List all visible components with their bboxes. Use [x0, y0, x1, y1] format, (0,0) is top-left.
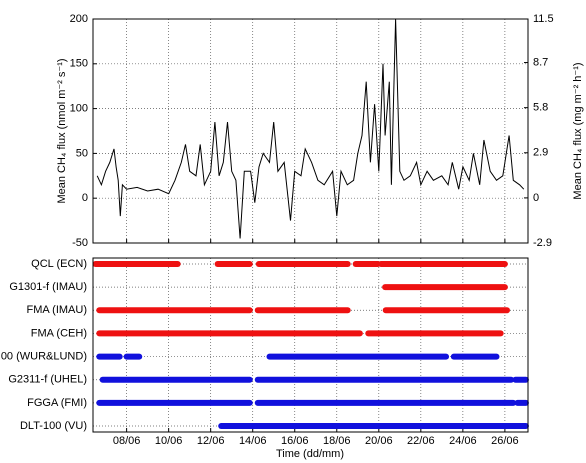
row-label: G2311-f (UHEL): [8, 374, 87, 386]
x-tick-label: 20/06: [365, 435, 393, 447]
x-tick-label: 16/06: [281, 435, 309, 447]
x-tick-label: 24/06: [449, 435, 477, 447]
row-label: FMA (IMAU): [27, 304, 88, 316]
x-tick-label: 14/06: [239, 435, 267, 447]
y2-tick-label: 5.8: [533, 102, 548, 114]
y-tick-label: 200: [70, 13, 88, 25]
y2-tick-label: 11.5: [533, 13, 554, 25]
y2-tick-label: 8.7: [533, 56, 548, 68]
y2-tick-label: 0: [533, 192, 539, 204]
plot-frame: [92, 18, 529, 244]
x-tick-label: 10/06: [155, 435, 183, 447]
y-tick-label: 100: [70, 103, 88, 115]
x-axis-label: Time (dd/mm): [276, 448, 344, 460]
row-label: FGGA (FMI): [27, 397, 87, 409]
row-label: FMA (CEH): [31, 327, 87, 339]
row-label: QCL (ECN): [31, 258, 87, 270]
row-label: G1301-f (IMAU): [9, 281, 87, 293]
y2-tick-label: -2.9: [533, 237, 552, 249]
plot-frame: [92, 257, 529, 433]
x-tick-label: 12/06: [197, 435, 225, 447]
y2-tick-label: 2.9: [533, 147, 548, 159]
y2-axis-label: Mean CH₄ flux (mg m⁻² h⁻¹): [572, 62, 584, 199]
x-tick-label: 08/06: [113, 435, 141, 447]
x-tick-label: 26/06: [491, 435, 519, 447]
y-tick-label: 150: [70, 58, 88, 70]
row-label: 00 (WUR&LUND): [1, 350, 87, 362]
y-tick-label: -50: [72, 237, 88, 249]
row-label: DLT-100 (VU): [20, 420, 87, 432]
y-tick-label: 0: [82, 192, 88, 204]
x-tick-label: 22/06: [407, 435, 435, 447]
y-tick-label: 50: [76, 147, 88, 159]
y-axis-label: Mean CH₄ flux (nmol m⁻² s⁻¹): [56, 58, 68, 203]
flux-line: [96, 18, 525, 239]
x-tick-label: 18/06: [323, 435, 351, 447]
